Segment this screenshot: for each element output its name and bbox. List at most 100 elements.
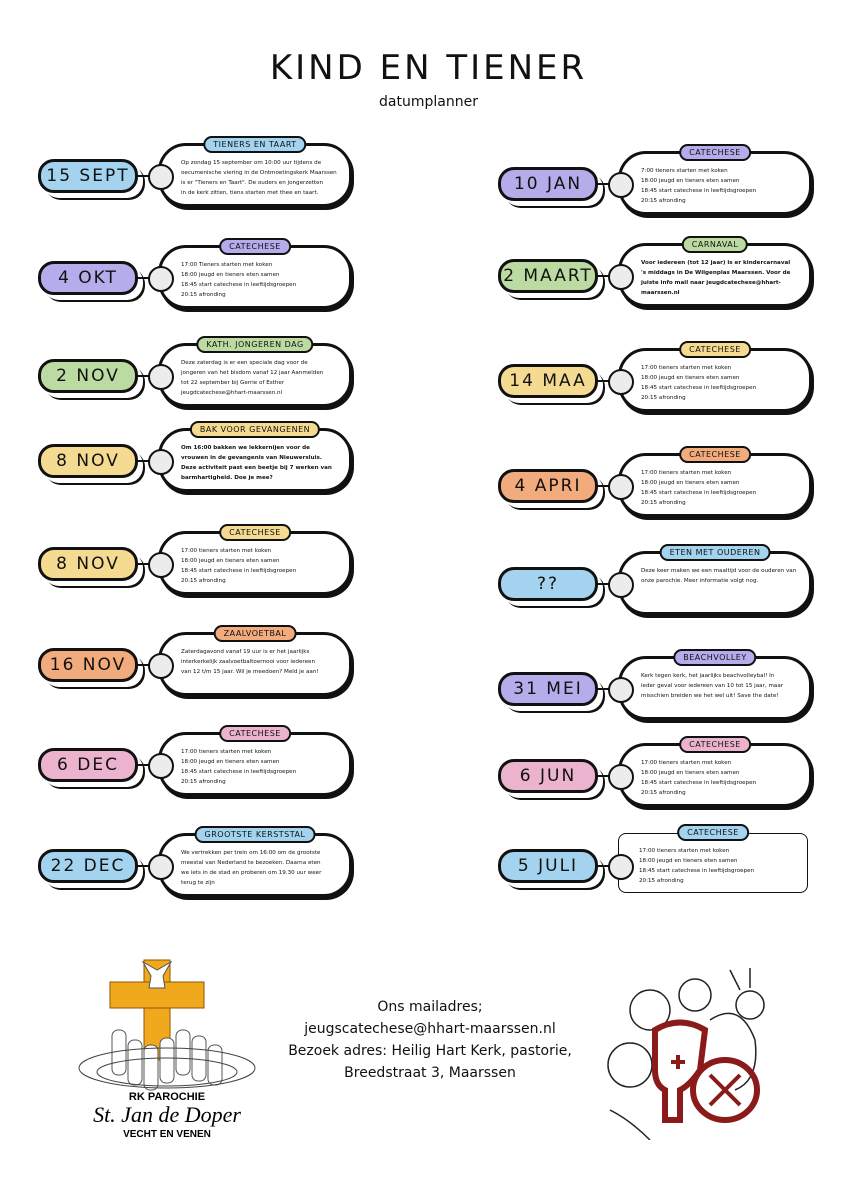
event-tag: CATECHESE: [677, 824, 749, 841]
event-description: Kerk tegen kerk, het jaarlijks beachvoll…: [641, 671, 799, 701]
connector-line: [138, 764, 152, 766]
description-line: 18:45 start catechese in leeftijdsgroepe…: [641, 490, 757, 496]
description-line: 20:15 afronding: [641, 790, 686, 796]
page-subtitle: datumplanner: [379, 94, 478, 110]
date-badge: 4 APRI: [498, 469, 598, 503]
connector-line: [598, 775, 612, 777]
description-line: is er "Tieners en Taart". De ouders en j…: [181, 180, 324, 186]
date-badge: 8 NOV: [38, 444, 138, 478]
date-badge: 22 DEC: [38, 849, 138, 883]
event-card: CATECHESE 17:00 tieners starten met koken…: [618, 736, 812, 807]
date-badge: 5 JULI: [498, 849, 598, 883]
description-line: 17:00 Tieners starten met koken: [181, 262, 273, 268]
description-line: 20:15 afronding: [639, 878, 684, 884]
description-line: 20:15 afronding: [181, 292, 226, 298]
description-line: 18:00 jeugd en tieners eten samen: [641, 178, 740, 184]
timeline-row: 2 NOV KATH. JONGEREN DAG Deze zaterdag is …: [38, 336, 398, 417]
timeline-row: 2 MAART CARNAVAL Voor iedereen (tot 12 jaa…: [498, 236, 857, 317]
timeline-dot: [148, 552, 174, 578]
chalice-children-illustration: [607, 968, 765, 1140]
description-line: 18:45 start catechese in leeftijdsgroepe…: [181, 568, 297, 574]
connector-line: [598, 380, 612, 382]
connector-line: [138, 277, 152, 279]
description-line: 18:45 start catechese in leeftijdsgroepe…: [641, 188, 757, 194]
timeline-row: 5 JULI CATECHESE 17:00 tieners starten met…: [498, 824, 857, 907]
description-line: We vertrekken per trein om 16:00 om de g…: [181, 850, 321, 856]
event-card: ETEN MET OUDEREN Deze keer maken we een m…: [618, 544, 812, 615]
description-line: vrouwen in de gevangenis van Nieuwerslui…: [181, 455, 322, 461]
timeline-dot: [608, 764, 634, 790]
description-line: 18:45 start catechese in leeftijdsgroepe…: [181, 282, 297, 288]
date-badge: 2 MAART: [498, 259, 598, 293]
description-line: 18:45 start catechese in leeftijdsgroepe…: [639, 868, 755, 874]
event-card: CATECHESE 17:00 Tieners starten met koken…: [158, 238, 352, 309]
description-line: 20:15 afronding: [641, 500, 686, 506]
description-line: Kerk tegen kerk, het jaarlijks beachvoll…: [641, 673, 775, 679]
description-line: jeugdcatechese@hhart-maarssen.nl: [181, 390, 283, 396]
description-line: 17:00 tieners starten met koken: [641, 470, 732, 476]
description-line: 18:00 jeugd en tieners eten samen: [181, 759, 280, 765]
description-line: tot 22 september bij Gerrie of Esther: [181, 380, 285, 386]
description-line: misschien breiden we het wel uit! Save t…: [641, 693, 779, 699]
event-description: 17:00 tieners starten met koken 18:00 jeu…: [641, 758, 799, 798]
description-line: 's middags in De Wilgenplas Maarssen. Vo…: [641, 270, 791, 276]
event-card: KATH. JONGEREN DAG Deze zaterdag is er ee…: [158, 336, 352, 407]
connector-line: [138, 375, 152, 377]
description-line: 18:45 start catechese in leeftijdsgroepe…: [641, 385, 757, 391]
event-card: CATECHESE 17:00 tieners starten met koken…: [158, 725, 352, 796]
description-line: 18:45 start catechese in leeftijdsgroepe…: [641, 780, 757, 786]
description-line: Zaterdagavond vanaf 19 uur is er het jaa…: [181, 649, 310, 655]
timeline-dot: [608, 854, 634, 880]
event-card: GROOTSTE KERSTSTAL We vertrekken per trei…: [158, 826, 352, 897]
description-line: 18:00 jeugd en tieners eten samen: [641, 375, 740, 381]
event-description: Deze keer maken we een maaltijd voor de …: [641, 566, 799, 586]
date-badge: 15 SEPT: [38, 159, 138, 193]
event-card: CATECHESE 17:00 tieners starten met koken…: [618, 446, 812, 517]
event-description: 17:00 tieners starten met koken 18:00 jeu…: [181, 546, 339, 586]
event-description: 7:00 tieners starten met koken 18:00 jeug…: [641, 166, 799, 206]
description-line: 17:00 tieners starten met koken: [641, 760, 732, 766]
event-card: TIENERS EN TAART Op zondag 15 september o…: [158, 136, 352, 207]
description-line: Deze zaterdag is er een speciale dag voo…: [181, 360, 308, 366]
event-card: CATECHESE 17:00 tieners starten met koken…: [618, 824, 808, 893]
timeline-dot: [608, 572, 634, 598]
parish-logo: RK PAROCHIE St. Jan de Doper VECHT EN VE…: [78, 959, 256, 1140]
description-line: oecumenische viering in de Ontmoetingske…: [181, 170, 337, 176]
contact-info: Ons mailadres; jeugscatechese@hhart-maar…: [270, 996, 590, 1084]
event-tag: CATECHESE: [679, 736, 751, 753]
timeline-row: 31 MEI BEACHVOLLEY Kerk tegen kerk, het ja…: [498, 649, 857, 730]
connector-line: [598, 485, 612, 487]
event-tag: CATECHESE: [679, 446, 751, 463]
event-card: BAK VOOR GEVANGENEN Om 16:00 bakken we le…: [158, 421, 352, 492]
contact-email: jeugscatechese@hhart-maarssen.nl: [304, 1021, 556, 1037]
timeline-row: 16 NOV ZAALVOETBAL Zaterdagavond vanaf 19 …: [38, 625, 398, 706]
description-line: barmhartigheid. Doe je mee?: [181, 475, 273, 481]
page-title: KIND EN TIENER: [269, 48, 588, 88]
timeline-dot: [608, 474, 634, 500]
event-card: CATECHESE 7:00 tieners starten met koken 1…: [618, 144, 812, 215]
event-tag: ZAALVOETBAL: [213, 625, 297, 642]
connector-line: [138, 460, 152, 462]
connector-line: [138, 175, 152, 177]
event-description: 17:00 tieners starten met koken 18:00 jeu…: [641, 468, 799, 508]
event-description: Zaterdagavond vanaf 19 uur is er het jaa…: [181, 647, 339, 677]
description-line: in de kerk zitten, tiens starten met the…: [181, 190, 319, 196]
description-line: 18:00 jeugd en tieners eten samen: [641, 770, 740, 776]
description-line: meestal van Nederland te bezoeken. Daarn…: [181, 860, 321, 866]
connector-line: [598, 688, 612, 690]
event-card: CARNAVAL Voor iedereen (tot 12 jaar) is e…: [618, 236, 812, 307]
timeline-row: 10 JAN CATECHESE 7:00 tieners starten met …: [498, 144, 857, 225]
date-badge: 8 NOV: [38, 547, 138, 581]
event-description: Om 16:00 bakken we lekkernijen voor de vr…: [181, 443, 339, 483]
timeline-dot: [608, 172, 634, 198]
date-badge: 6 JUN: [498, 759, 598, 793]
timeline-dot: [148, 164, 174, 190]
description-line: 18:00 jeugd en tieners eten samen: [181, 272, 280, 278]
description-line: 18:00 jeugd en tieners eten samen: [181, 558, 280, 564]
description-line: Op zondag 15 september om 10:00 uur tijd…: [181, 160, 322, 166]
logo-line1: RK PAROCHIE: [129, 1091, 205, 1103]
event-tag: BEACHVOLLEY: [673, 649, 757, 666]
event-tag: CATECHESE: [219, 725, 291, 742]
date-badge: 14 MAA: [498, 364, 598, 398]
event-description: 17:00 tieners starten met koken 18:00 jeu…: [181, 747, 339, 787]
